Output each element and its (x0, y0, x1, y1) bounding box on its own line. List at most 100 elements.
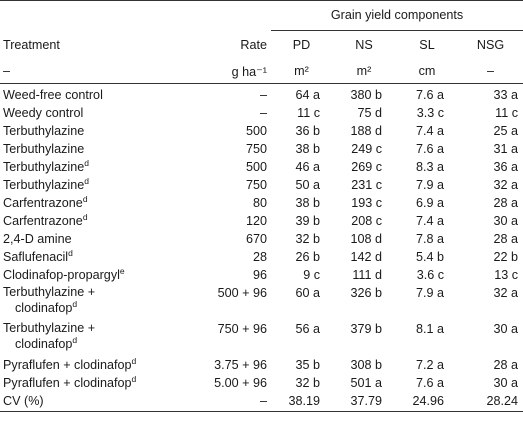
cell-ns: 249 c (351, 142, 382, 156)
cell-pd: 32 b (295, 232, 320, 246)
cell-rate: – (259, 106, 267, 120)
cell-treatment: Terbuthylazine (0, 122, 193, 140)
cell-ns: 208 c (351, 214, 382, 228)
footnote-marker: d (72, 334, 78, 345)
cell-sl: 24.96 (396, 392, 458, 412)
table-row: Terbuthylazined 500 46 a 269 c 8.3 a 36 a (0, 158, 523, 176)
cell-nsg: 28 a (493, 232, 518, 246)
table-row: 2,4-D amine 670 32 b 108 d 7.8 a 28 a (0, 230, 523, 248)
cell-rate: 28 (252, 250, 267, 264)
cell-pd: 39 b (295, 214, 320, 228)
cell-sl: 7.9 a (415, 286, 444, 300)
cell-nsg: 28.24 (458, 392, 523, 412)
footnote-marker: d (82, 211, 88, 222)
cell-rate: 120 (245, 214, 267, 228)
treatment-name: Terbuthylazine (3, 124, 85, 138)
cell-pd: 38 b (295, 196, 320, 210)
cell-nsg: 32 a (493, 286, 518, 300)
cell-ns: 193 c (351, 196, 382, 210)
cell-sl: 7.4 a (415, 214, 444, 228)
cell-ns: 142 d (350, 250, 382, 264)
cell-pd: 38 b (295, 142, 320, 156)
cell-pd: 26 b (295, 250, 320, 264)
cell-ns: 37.79 (332, 392, 396, 412)
cell-pd: 36 b (295, 124, 320, 138)
table-row: Terbuthylazined 750 50 a 231 c 7.9 a 32 a (0, 176, 523, 194)
unit-rate: g ha⁻¹ (193, 59, 271, 84)
treatment-name: Terbuthylazine + (3, 285, 96, 299)
table-row: Weedy control – 11 c 75 d 3.3 c 11 c (0, 104, 523, 122)
treatment-name: Terbuthylazine (3, 160, 85, 174)
cell-nsg: 32 a (493, 178, 518, 192)
cell-treatment: Saflufenacild (0, 248, 193, 266)
cell-treatment: Terbuthylazined (0, 158, 193, 176)
footnote-marker: d (131, 373, 137, 384)
cell-sl: 7.4 a (415, 124, 444, 138)
cell-nsg: 36 a (493, 160, 518, 174)
cell-nsg: 28 a (493, 196, 518, 210)
table-row: Clodinafop-propargyle 96 9 c 111 d 3.6 c 13 c (0, 266, 523, 284)
cell-nsg: 13 c (494, 268, 518, 282)
cell-nsg: 33 a (493, 88, 518, 102)
treatment-name: Weed-free control (3, 88, 103, 102)
cell-pd: 64 a (295, 88, 320, 102)
treatment-name: Weedy control (3, 106, 84, 120)
cell-treatment: Terbuthylazine + clodinafopd (0, 284, 193, 320)
footnote-marker: d (84, 175, 89, 186)
cell-ns: 326 b (350, 286, 382, 300)
table-row: Terbuthylazine + clodinafopd 750 + 96 56 a 3… (0, 320, 523, 356)
cell-sl: 7.9 a (415, 178, 444, 192)
table-row: Pyraflufen + clodinafopd 3.75 + 96 35 b 308… (0, 356, 523, 374)
cell-rate: 500 (245, 124, 267, 138)
col-header-pd: PD (292, 38, 311, 52)
unit-sl: cm (396, 59, 458, 84)
table-row: Weed-free control – 64 a 380 b 7.6 a 33 a (0, 84, 523, 105)
footnote-marker: d (84, 157, 89, 168)
treatment-name: Terbuthylazine (3, 178, 85, 192)
cell-sl: 7.8 a (415, 232, 444, 246)
cell-treatment: Carfentrazoned (0, 212, 193, 230)
cell-pd: 38.19 (271, 392, 332, 412)
cell-nsg: 31 a (493, 142, 518, 156)
cell-ns: 501 a (350, 376, 382, 390)
cell-rate: 750 (245, 142, 267, 156)
cell-treatment: Terbuthylazine (0, 140, 193, 158)
cell-ns: 269 c (351, 160, 382, 174)
cell-treatment: 2,4-D amine (0, 230, 193, 248)
treatment-name-cont: clodinafop (15, 301, 73, 315)
footnote-marker: d (72, 298, 78, 309)
cell-ns: 75 d (357, 106, 382, 120)
cell-treatment: Clodinafop-propargyle (0, 266, 193, 284)
cell-sl: 7.6 a (415, 88, 444, 102)
cell-ns: 380 b (350, 88, 382, 102)
cell-sl: 3.3 c (416, 106, 444, 120)
cell-sl: 7.2 a (415, 358, 444, 372)
cell-rate: 670 (245, 232, 267, 246)
cell-ns: 108 d (350, 232, 382, 246)
cell-treatment: CV (%) (0, 392, 193, 412)
col-header-sl: SL (419, 38, 435, 52)
grain-yield-table: Grain yield components Treatment Rate PD… (0, 0, 523, 412)
cell-nsg: 25 a (493, 124, 518, 138)
table-row: Pyraflufen + clodinafopd 5.00 + 96 32 b 501… (0, 374, 523, 392)
cell-nsg: 30 a (493, 322, 518, 336)
table-row: Terbuthylazine 500 36 b 188 d 7.4 a 25 a (0, 122, 523, 140)
table-body: Weed-free control – 64 a 380 b 7.6 a 33 a Weed… (0, 84, 523, 412)
cell-sl: 7.6 a (415, 376, 444, 390)
cell-treatment: Pyraflufen + clodinafopd (0, 356, 193, 374)
table-row: Carfentrazoned 80 38 b 193 c 6.9 a 28 a (0, 194, 523, 212)
cell-sl: 5.4 b (415, 250, 444, 264)
cell-treatment: Terbuthylazine + clodinafopd (0, 320, 193, 356)
table-row: CV (%) –38.19 37.79 24.96 28.24 (0, 392, 523, 412)
unit-pd: m² (271, 59, 332, 84)
cell-rate: 3.75 + 96 (214, 358, 267, 372)
cell-rate: 750 + 96 (217, 322, 267, 336)
footnote-marker: d (131, 355, 137, 366)
treatment-name: Saflufenacil (3, 250, 69, 264)
cell-pd: 32 b (295, 376, 320, 390)
cell-pd: 9 c (303, 268, 320, 282)
cell-sl: 3.6 c (416, 268, 444, 282)
cell-pd: 46 a (295, 160, 320, 174)
footnote-marker: d (68, 247, 73, 258)
table-header: Grain yield components Treatment Rate PD… (0, 0, 523, 84)
